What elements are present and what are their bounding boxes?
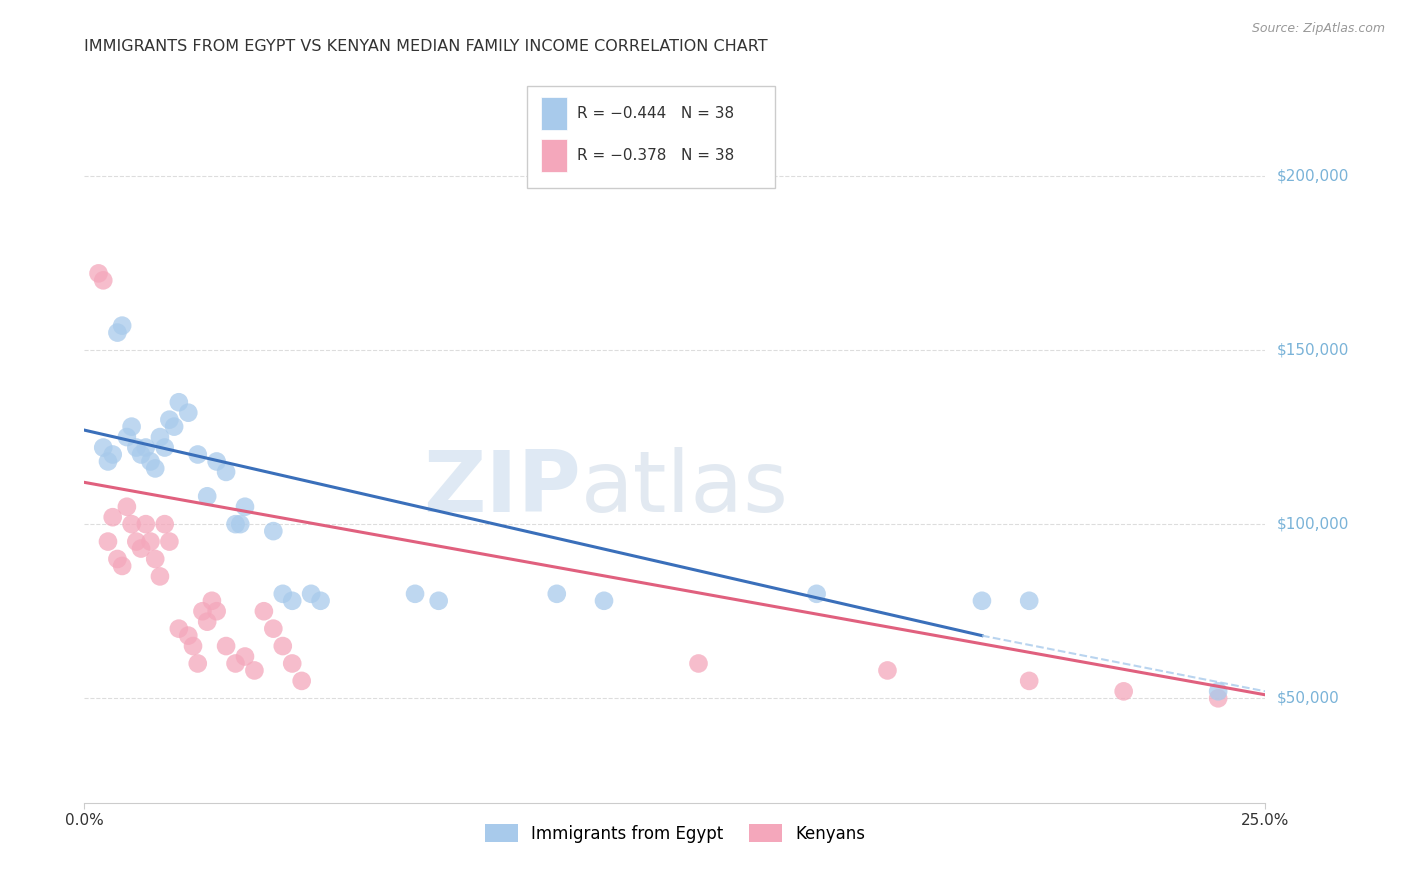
Point — [157, 412, 180, 426]
Point — [121, 419, 143, 434]
Point — [281, 657, 304, 671]
Text: $150,000: $150,000 — [1277, 343, 1348, 358]
Point — [91, 441, 114, 455]
Text: atlas: atlas — [581, 447, 789, 530]
FancyBboxPatch shape — [527, 86, 775, 188]
Point — [215, 639, 238, 653]
Point — [177, 629, 200, 643]
Text: R = −0.444   N = 38: R = −0.444 N = 38 — [576, 106, 734, 121]
Point — [97, 534, 120, 549]
Text: Source: ZipAtlas.com: Source: ZipAtlas.com — [1251, 22, 1385, 36]
Point — [129, 541, 152, 556]
Point — [187, 657, 209, 671]
Point — [1018, 673, 1040, 688]
Point — [593, 594, 616, 608]
Point — [225, 517, 247, 532]
Point — [195, 489, 218, 503]
Point — [1112, 684, 1135, 698]
Point — [229, 517, 252, 532]
Point — [167, 622, 190, 636]
Point — [139, 534, 162, 549]
Point — [153, 441, 176, 455]
Point — [181, 639, 204, 653]
Point — [167, 395, 190, 409]
Point — [115, 500, 138, 514]
Point — [91, 273, 114, 287]
Point — [225, 657, 247, 671]
Text: ZIP: ZIP — [423, 447, 581, 530]
Point — [153, 517, 176, 532]
Point — [262, 524, 284, 538]
Point — [111, 318, 134, 333]
Text: R = −0.378   N = 38: R = −0.378 N = 38 — [576, 148, 734, 163]
Point — [299, 587, 322, 601]
Point — [215, 465, 238, 479]
Point — [271, 639, 294, 653]
Point — [157, 534, 180, 549]
Point — [970, 594, 993, 608]
Point — [125, 441, 148, 455]
FancyBboxPatch shape — [541, 139, 568, 172]
Point — [135, 441, 157, 455]
Text: IMMIGRANTS FROM EGYPT VS KENYAN MEDIAN FAMILY INCOME CORRELATION CHART: IMMIGRANTS FROM EGYPT VS KENYAN MEDIAN F… — [84, 38, 768, 54]
Point — [101, 510, 124, 524]
Point — [876, 664, 898, 678]
Point — [101, 448, 124, 462]
Point — [107, 552, 129, 566]
Point — [546, 587, 568, 601]
Point — [129, 448, 152, 462]
Point — [143, 461, 166, 475]
Point — [149, 569, 172, 583]
Point — [149, 430, 172, 444]
Point — [243, 664, 266, 678]
Point — [125, 534, 148, 549]
Point — [121, 517, 143, 532]
Point — [135, 517, 157, 532]
Point — [143, 552, 166, 566]
Point — [806, 587, 828, 601]
Point — [201, 594, 224, 608]
Point — [115, 430, 138, 444]
Point — [163, 419, 186, 434]
Point — [195, 615, 218, 629]
FancyBboxPatch shape — [541, 97, 568, 130]
Text: $100,000: $100,000 — [1277, 516, 1348, 532]
Text: $200,000: $200,000 — [1277, 169, 1348, 184]
Point — [271, 587, 294, 601]
Point — [262, 622, 284, 636]
Point — [253, 604, 276, 618]
Point — [1206, 691, 1229, 706]
Legend: Immigrants from Egypt, Kenyans: Immigrants from Egypt, Kenyans — [478, 818, 872, 849]
Point — [205, 604, 228, 618]
Point — [1206, 684, 1229, 698]
Point — [291, 673, 314, 688]
Point — [191, 604, 214, 618]
Point — [205, 454, 228, 468]
Point — [139, 454, 162, 468]
Point — [233, 500, 256, 514]
Point — [233, 649, 256, 664]
Point — [688, 657, 710, 671]
Point — [177, 406, 200, 420]
Point — [427, 594, 450, 608]
Point — [107, 326, 129, 340]
Point — [1018, 594, 1040, 608]
Point — [111, 558, 134, 573]
Point — [309, 594, 332, 608]
Point — [97, 454, 120, 468]
Point — [281, 594, 304, 608]
Point — [404, 587, 426, 601]
Point — [187, 448, 209, 462]
Point — [87, 266, 110, 280]
Text: $50,000: $50,000 — [1277, 690, 1340, 706]
